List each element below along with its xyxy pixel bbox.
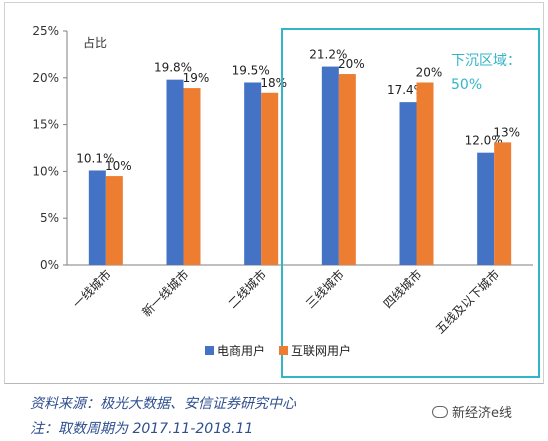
y-tick-label: 10% — [32, 164, 59, 178]
bar-ecommerce — [321, 66, 339, 266]
y-tick-label: 15% — [32, 118, 59, 132]
highlight-box — [281, 28, 540, 378]
bar-internet — [183, 88, 201, 265]
y-tick-label: 20% — [32, 71, 59, 85]
legend-label: 电商用户 — [217, 343, 265, 358]
data-label: 20% — [416, 65, 443, 79]
bar-internet — [416, 82, 434, 265]
bar-ecommerce — [244, 82, 262, 265]
bar-ecommerce — [477, 152, 495, 265]
category-label: 二线城市 — [225, 267, 270, 312]
bar-internet — [105, 176, 123, 265]
data-label: 19.8% — [154, 61, 192, 75]
category-label: 新一线城市 — [139, 267, 192, 320]
data-label: 10% — [105, 159, 132, 173]
category-label: 一线城市 — [69, 267, 114, 312]
bar-chart: 0%5%10%15%20%25%占比10.1%10%一线城市19.8%19%新一… — [32, 24, 540, 378]
legend-swatch — [279, 346, 288, 355]
legend-label: 互联网用户 — [291, 343, 351, 358]
data-label: 20% — [338, 57, 365, 71]
watermark: 新经济e线 — [432, 402, 512, 421]
wechat-icon — [432, 405, 448, 418]
y-tick-label: 0% — [40, 258, 59, 272]
category-label: 三线城市 — [302, 267, 347, 312]
data-label: 12.0% — [465, 134, 503, 148]
watermark-text: 新经济e线 — [452, 406, 512, 421]
bar-internet — [261, 92, 279, 265]
category-label: 四线城市 — [380, 267, 425, 312]
data-label: 13% — [493, 125, 520, 139]
data-label: 10.1% — [76, 151, 114, 165]
note-text: 注：取数周期为 2017.11-2018.11 — [30, 421, 254, 437]
data-label: 18% — [260, 76, 287, 90]
data-label: 19% — [183, 71, 210, 85]
data-label: 21.2% — [309, 48, 347, 62]
y-axis-label: 占比 — [83, 35, 107, 50]
data-label: 19.5% — [232, 63, 270, 77]
annotation-value: 50% — [451, 77, 482, 93]
y-tick-label: 25% — [32, 24, 59, 38]
data-label: 17.4% — [387, 83, 425, 97]
bar-ecommerce — [399, 102, 417, 265]
annotation-title: 下沉区域： — [451, 53, 521, 69]
y-tick-label: 5% — [40, 211, 59, 225]
chart-frame: 0% 5% 10% 15% 20% 25% 占比 10.1% 10% 一线城市 19.8% 19% 新一… — [4, 2, 544, 384]
source-text: 资料来源：极光大数据、安信证券研究中心 — [30, 396, 296, 412]
bar-internet — [494, 142, 512, 265]
bar-ecommerce — [166, 79, 184, 265]
bar-ecommerce — [88, 170, 106, 265]
category-label: 五线及以下城市 — [432, 267, 502, 337]
legend-swatch — [205, 346, 214, 355]
bar-internet — [338, 74, 356, 265]
